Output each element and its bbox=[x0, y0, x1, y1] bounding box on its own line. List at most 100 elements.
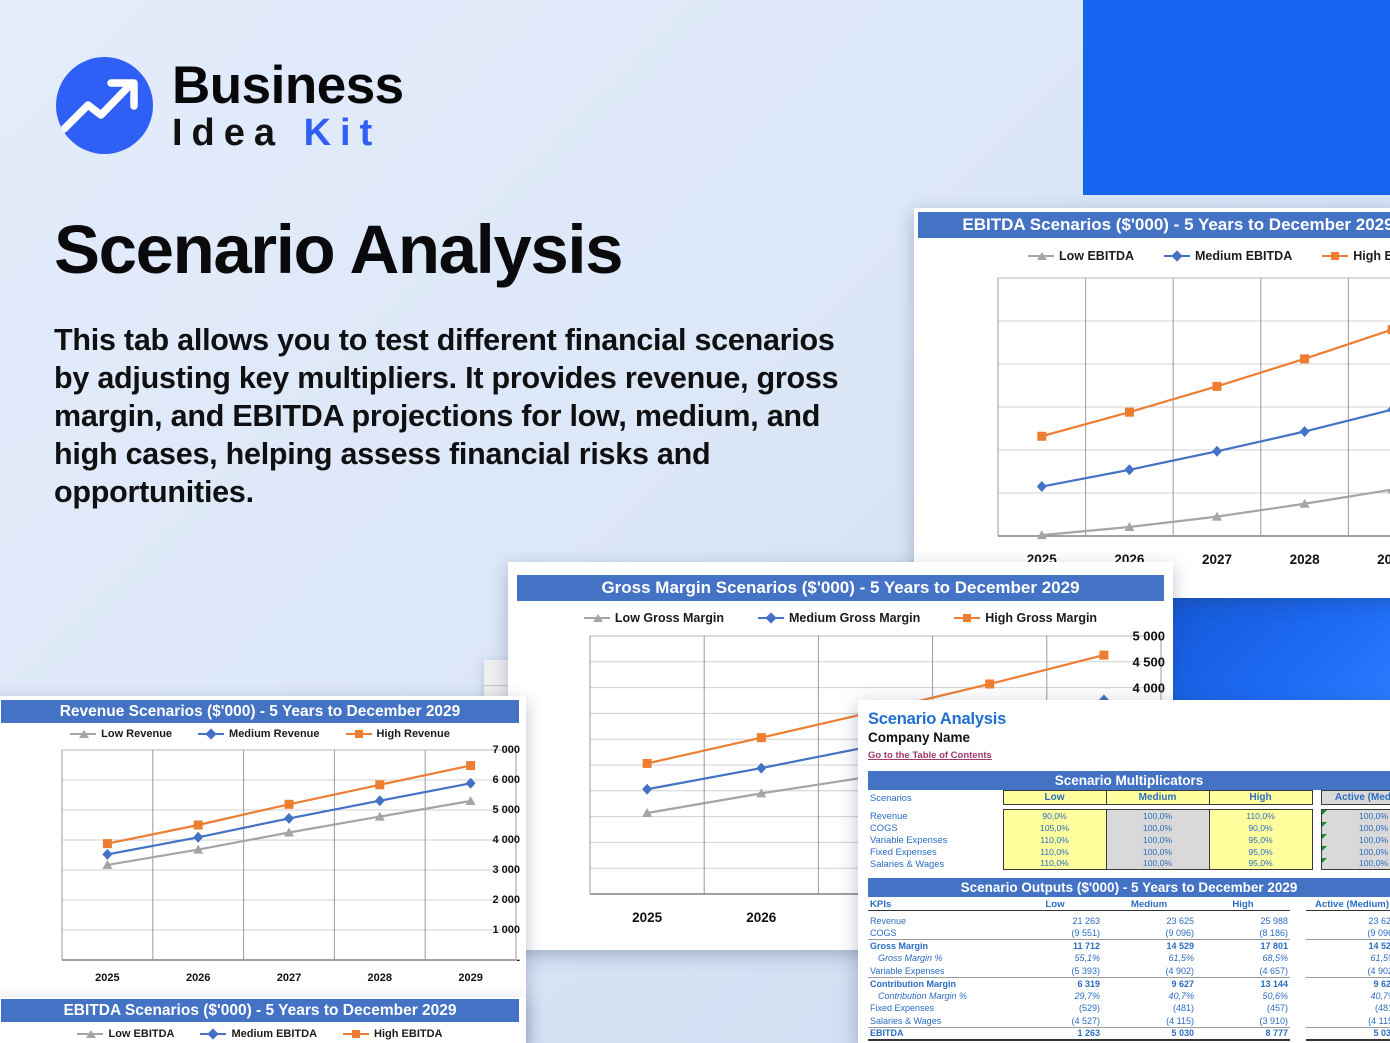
multiplier-medium[interactable]: 100,0% bbox=[1106, 857, 1210, 870]
kpi-active: 14 529 bbox=[1306, 939, 1390, 952]
multiplier-medium[interactable]: 100,0% bbox=[1106, 821, 1210, 834]
multiplier-low[interactable]: 105,0% bbox=[1002, 821, 1107, 834]
legend-swatch-grey-triangle bbox=[70, 729, 97, 738]
row-label: COGS bbox=[870, 822, 898, 833]
kpi-label: Salaries & Wages bbox=[870, 1015, 942, 1026]
legend-item-low-ebitda: Low EBITDA bbox=[77, 1028, 174, 1040]
kpi-active: 5 030 bbox=[1306, 1026, 1390, 1041]
column-header-active: Active (Medium) bbox=[1320, 790, 1390, 805]
decorative-block-top-right bbox=[1083, 0, 1390, 195]
kpi-medium: (9 096) bbox=[1165, 928, 1194, 938]
multiplier-high[interactable]: 110,0% bbox=[1209, 809, 1313, 822]
multiplier-medium[interactable]: 100,0% bbox=[1106, 809, 1210, 822]
legend-swatch-orange-square bbox=[345, 729, 372, 738]
kpi-medium: 9 627 bbox=[1102, 976, 1196, 990]
kpi-low: 11 712 bbox=[1008, 939, 1102, 952]
kpi-label: EBITDA bbox=[868, 1026, 1008, 1041]
multiplier-active: 100,0% bbox=[1320, 857, 1390, 870]
row-label: Revenue bbox=[870, 810, 908, 821]
gross-margin-chart-legend: Low Gross Margin Medium Gross Margin Hig… bbox=[517, 608, 1164, 628]
kpi-active: 40,7% bbox=[1370, 990, 1390, 1001]
ebitda-bottom-chart-legend: Low EBITDA Medium EBITDA High EBITDA bbox=[1, 1025, 519, 1042]
kpi-medium: 40,7% bbox=[1168, 990, 1194, 1001]
table-of-contents-link[interactable]: Go to the Table of Contents bbox=[868, 750, 992, 761]
ebitda-chart-card: EBITDA Scenarios ($'000) - 5 Years to De… bbox=[914, 208, 1390, 598]
revenue-plot-area: - 1 000 2 000 3 000 4 000 5 000 6 000 7 000 2025… bbox=[10, 744, 520, 988]
multiplier-low[interactable]: 110,0% bbox=[1002, 833, 1107, 846]
legend-item-low-revenue: Low Revenue bbox=[70, 728, 172, 740]
multiplier-low[interactable]: 110,0% bbox=[1002, 857, 1107, 870]
table-row: Gross Margin % 55,1% 61,5% 68,5% 61,5% bbox=[868, 952, 1390, 965]
kpi-medium: (481) bbox=[1172, 1003, 1194, 1014]
ebitda-bottom-chart-title: EBITDA Scenarios ($'000) - 5 Years to De… bbox=[1, 999, 519, 1022]
legend-item-low-gross-margin: Low Gross Margin bbox=[583, 611, 724, 625]
x-axis-tick: 2025 bbox=[632, 910, 663, 925]
kpi-medium: 61,5% bbox=[1168, 953, 1194, 964]
kpi-label: Gross Margin % bbox=[878, 953, 943, 964]
flag-icon bbox=[1321, 833, 1327, 839]
kpi-medium: 14 529 bbox=[1102, 939, 1196, 952]
x-axis-tick: 2027 bbox=[276, 972, 302, 984]
legend-item-high-ebitda: High EBITDA bbox=[1322, 249, 1390, 263]
page-description: This tab allows you to test different fi… bbox=[54, 323, 839, 509]
kpi-label: Contribution Margin % bbox=[878, 990, 968, 1001]
legend-swatch-grey-triangle bbox=[1028, 252, 1054, 261]
multiplier-high[interactable]: 95,0% bbox=[1209, 833, 1313, 846]
kpi-low: 1 263 bbox=[1008, 1026, 1102, 1041]
output-column-4: Active (Medium) bbox=[1306, 898, 1390, 911]
growth-arrow-icon bbox=[56, 57, 153, 154]
kpi-high: 8 777 bbox=[1196, 1026, 1290, 1041]
kpi-high: 17 801 bbox=[1196, 939, 1290, 952]
multiplier-high[interactable]: 95,0% bbox=[1209, 845, 1313, 858]
table-row: Variable Expenses (5 393) (4 902) (4 657) (4… bbox=[868, 965, 1390, 978]
kpi-active: (9 096) bbox=[1367, 928, 1390, 938]
table-row: Fixed Expenses 110,0% 100,0% 95,0% 100,0% bbox=[868, 845, 1390, 858]
legend-label: Low Gross Margin bbox=[614, 611, 724, 625]
legend-label: Medium EBITDA bbox=[1195, 249, 1293, 263]
table-row: Variable Expenses 110,0% 100,0% 95,0% 100,0% bbox=[868, 833, 1390, 846]
kpi-active: (481) bbox=[1374, 1003, 1390, 1014]
legend-item-high-revenue: High Revenue bbox=[345, 727, 450, 740]
legend-label: Medium EBITDA bbox=[231, 1027, 318, 1040]
table-row: COGS 105,0% 100,0% 90,0% 100,0% bbox=[868, 821, 1390, 834]
multiplier-active: 100,0% bbox=[1320, 833, 1390, 846]
legend-item-medium-revenue: Medium Revenue bbox=[198, 728, 320, 740]
table-row: Salaries & Wages 110,0% 100,0% 95,0% 100,0% bbox=[868, 857, 1390, 870]
table-row: Revenue 90,0% 100,0% 110,0% 100,0% bbox=[868, 809, 1390, 822]
legend-item-medium-gross-margin: Medium Gross Margin bbox=[757, 611, 920, 625]
multiplier-high[interactable]: 90,0% bbox=[1209, 821, 1313, 834]
row-label: Variable Expenses bbox=[870, 834, 948, 845]
multiplier-active: 100,0% bbox=[1320, 845, 1390, 858]
multiplier-medium[interactable]: 100,0% bbox=[1106, 845, 1210, 858]
multiplier-low[interactable]: 110,0% bbox=[1002, 845, 1107, 858]
legend-item-high-ebitda: High EBITDA bbox=[343, 1028, 443, 1040]
kpi-label: Contribution Margin bbox=[868, 976, 1008, 990]
legend-item-medium-ebitda: Medium EBITDA bbox=[1164, 249, 1292, 263]
kpi-label: Revenue bbox=[870, 915, 907, 926]
legend-label: Low Revenue bbox=[101, 727, 173, 740]
legend-swatch-orange-square bbox=[954, 614, 981, 623]
ebitda-chart-title: EBITDA Scenarios ($'000) - 5 Years to De… bbox=[918, 212, 1390, 238]
scenario-outputs-table: KPIs Low Medium High Active (Medium) Revenue 2… bbox=[868, 898, 1390, 1041]
multiplier-low[interactable]: 90,0% bbox=[1002, 809, 1107, 822]
multiplier-high[interactable]: 95,0% bbox=[1209, 857, 1313, 870]
flag-icon bbox=[1321, 810, 1327, 815]
kpi-low: 29,7% bbox=[1074, 990, 1100, 1001]
x-axis-tick: 2028 bbox=[367, 972, 393, 984]
multiplier-active: 100,0% bbox=[1320, 809, 1390, 822]
kpi-low: (9 551) bbox=[1071, 928, 1100, 938]
legend-swatch-orange-square bbox=[343, 1029, 370, 1038]
multiplier-medium[interactable]: 100,0% bbox=[1106, 833, 1210, 846]
legend-label: High Gross Margin bbox=[985, 611, 1098, 625]
flag-icon bbox=[1321, 821, 1327, 827]
legend-swatch-blue-diamond bbox=[200, 1027, 227, 1040]
column-header-high: High bbox=[1208, 790, 1313, 805]
kpi-high: 50,6% bbox=[1262, 990, 1288, 1001]
kpi-high: (4 657) bbox=[1259, 965, 1288, 976]
y-axis-tick: 2 000 bbox=[492, 894, 520, 906]
legend-label: High Revenue bbox=[376, 727, 450, 740]
flag-icon bbox=[1321, 845, 1327, 851]
